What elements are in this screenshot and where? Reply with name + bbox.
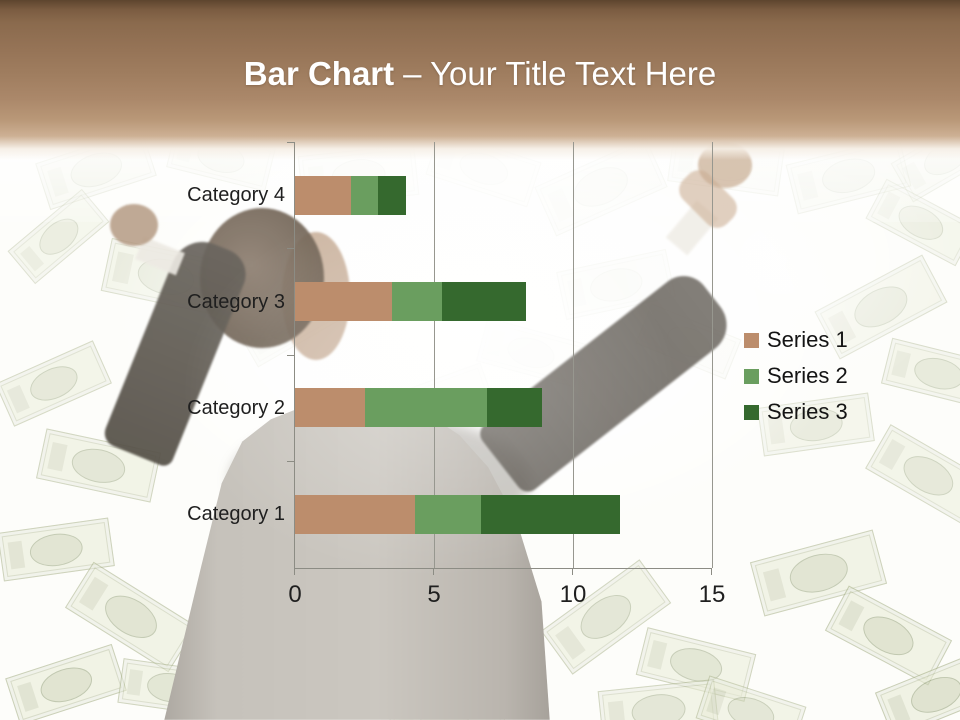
chart-gridline <box>712 142 713 568</box>
bar-segment-series-3 <box>442 282 526 321</box>
bar-category-4 <box>295 176 407 215</box>
legend-swatch-icon <box>744 404 759 420</box>
category-axis-tick <box>287 142 294 143</box>
chart-legend: Series 1 Series 2 Series 3 <box>744 322 848 430</box>
bar-segment-series-2 <box>350 176 379 215</box>
bar-segment-series-3 <box>378 176 407 215</box>
bar-segment-series-1 <box>295 282 393 321</box>
category-axis-label: Category 3 <box>187 291 285 313</box>
legend-swatch-icon <box>744 332 759 348</box>
chart-gridline <box>573 142 574 568</box>
bar-segment-series-3 <box>481 495 621 534</box>
bar-category-2 <box>295 388 543 427</box>
value-axis-tick-label: 10 <box>559 581 587 608</box>
value-axis-tick <box>294 568 295 575</box>
category-axis-tick <box>287 461 294 462</box>
value-axis-tick-label: 15 <box>698 581 726 608</box>
bar-segment-series-1 <box>295 176 351 215</box>
legend-label: Series 1 <box>767 327 848 352</box>
legend-item: Series 1 <box>744 322 848 358</box>
legend-swatch-icon <box>744 368 759 384</box>
bar-segment-series-1 <box>295 495 415 534</box>
legend-item: Series 2 <box>744 358 848 394</box>
title-band: Bar Chart – Your Title Text Here <box>0 0 960 160</box>
value-axis-tick-label: 5 <box>427 581 441 608</box>
category-axis-tick <box>287 355 294 356</box>
slide-title-light: – Your Title Text Here <box>403 55 717 92</box>
bar-segment-series-2 <box>414 495 482 534</box>
slide-title: Bar Chart – Your Title Text Here <box>0 56 960 92</box>
chart-gridline <box>434 142 435 568</box>
bar-category-1 <box>295 495 621 534</box>
legend-item: Series 3 <box>744 394 848 430</box>
bar-segment-series-3 <box>486 388 543 427</box>
value-axis-tick <box>711 568 712 575</box>
bar-segment-series-2 <box>392 282 443 321</box>
legend-label: Series 3 <box>767 399 848 424</box>
bar-category-3 <box>295 282 526 321</box>
bar-segment-series-2 <box>364 388 487 427</box>
category-axis-tick <box>287 248 294 249</box>
value-axis-tick <box>433 568 434 575</box>
value-axis-tick-label: 0 <box>288 581 302 608</box>
slide-title-bold: Bar Chart <box>243 55 395 92</box>
category-axis-label: Category 4 <box>187 184 285 206</box>
value-axis-tick <box>572 568 573 575</box>
legend-label: Series 2 <box>767 363 848 388</box>
category-axis-label: Category 2 <box>187 397 285 419</box>
value-axis-line <box>294 568 712 569</box>
bar-segment-series-1 <box>295 388 365 427</box>
category-axis-line <box>294 142 295 568</box>
category-axis-label: Category 1 <box>187 503 285 525</box>
man-left-fist <box>110 204 158 246</box>
